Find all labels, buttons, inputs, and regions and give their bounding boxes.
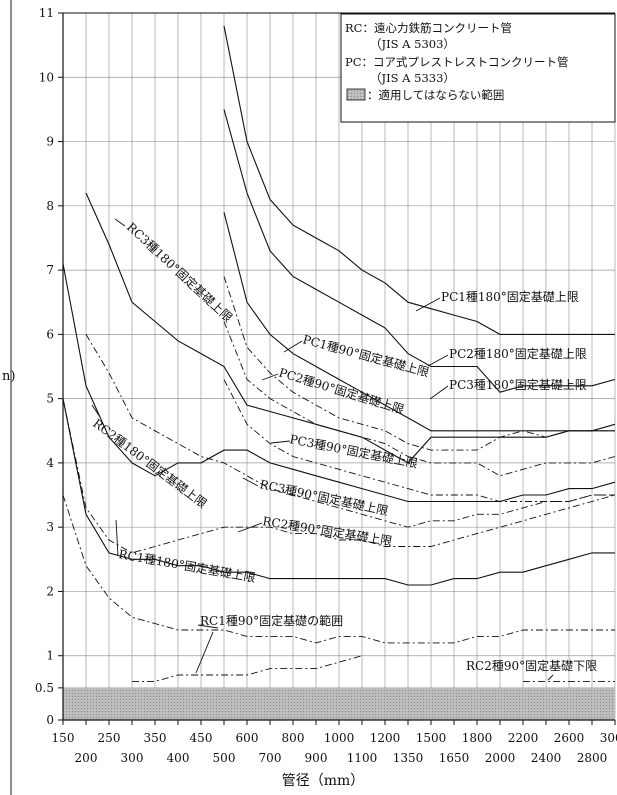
- leader-pc1-90: [283, 340, 303, 353]
- x-tick-label-top: 2600: [554, 731, 585, 745]
- x-tick-label-top: 350: [144, 731, 167, 745]
- x-tick-label-top: 3000: [600, 731, 617, 745]
- series-line-2: [62, 398, 616, 554]
- x-tick-label-bottom: 200: [75, 751, 98, 765]
- leader-pc2-180: [427, 354, 449, 367]
- x-tick-label-bottom: 300: [121, 751, 144, 765]
- not-applicable-band: [63, 687, 615, 720]
- x-tick-label-bottom: 2000: [485, 751, 516, 765]
- x-tick-label-bottom: 2400: [531, 751, 562, 765]
- y-tick-label: 0.5: [35, 681, 54, 695]
- leader-rc2-90: [237, 522, 263, 533]
- x-tick-label-bottom: 1350: [393, 751, 424, 765]
- leader-rc1-180: [115, 519, 119, 557]
- leader-pc3-180: [429, 385, 449, 400]
- y-tick-labels: 0 0.5 1 2 3 4 5 6 7 8 9 10 11: [35, 6, 63, 727]
- x-tick-labels: 150 250 350 450 600 800 1000 1200 1500 1800 2200 26…: [52, 720, 617, 765]
- y-tick-label: 4: [46, 456, 54, 470]
- legend-rc-line1: RC：遠心力鉄筋コンクリート管: [345, 21, 512, 35]
- label-rc2-90-lower: RC2種90°固定基礎下限: [466, 658, 597, 673]
- series-line-11: [223, 212, 616, 432]
- y-tick-label: 2: [46, 584, 54, 598]
- annotations: RC3種180°固定基礎上限 RC2種180°固定基礎上限 RC1種180°固定…: [90, 219, 597, 673]
- leader-rc1-90-a: [197, 624, 219, 629]
- leader-pc3-90: [270, 440, 291, 444]
- y-tick-label: 8: [46, 199, 54, 213]
- legend: RC：遠心力鉄筋コンクリート管 （JIS A 5303） PC：コア式プレストレ…: [340, 13, 616, 123]
- label-pc3-180: PC3種180°固定基礎上限: [449, 377, 587, 392]
- x-tick-label-top: 800: [282, 731, 305, 745]
- series-line-5: [62, 398, 615, 586]
- leader-rc3-180: [114, 218, 126, 227]
- y-tick-label: 0: [46, 713, 54, 727]
- series-line-13: [223, 321, 616, 477]
- y-tick-label: 1: [46, 649, 54, 663]
- x-tick-label-bottom: 700: [259, 751, 282, 765]
- series-group: [62, 25, 616, 682]
- x-tick-label-top: 600: [236, 731, 259, 745]
- x-tick-label-top: 250: [98, 731, 121, 745]
- legend-shade-label: ：適用してはならない範囲: [367, 88, 504, 102]
- label-pc2-90: PC2種90°固定基礎上限: [277, 365, 406, 417]
- series-line-1: [62, 263, 616, 503]
- y-tick-label: 9: [46, 135, 54, 149]
- y-tick-label: 10: [39, 70, 54, 84]
- x-tick-label-bottom: 500: [213, 751, 236, 765]
- x-tick-label-top: 1800: [462, 731, 493, 745]
- series-line-7: [132, 655, 363, 682]
- series-line-4: [85, 334, 615, 528]
- y-axis-label-fragment: n): [2, 369, 15, 384]
- label-rc1-90: RC1種90°固定基礎の範囲: [200, 613, 343, 628]
- series-line-6: [62, 494, 615, 644]
- x-tick-label-top: 1000: [324, 731, 355, 745]
- x-tick-label-top: 1500: [416, 731, 447, 745]
- label-pc2-180: PC2種180°固定基礎上限: [449, 346, 587, 361]
- legend-shade-swatch: [346, 88, 366, 101]
- leader-rc3-90: [242, 477, 259, 487]
- label-rc2-90: RC2種90°固定基礎上限: [262, 513, 394, 548]
- series-line-9: [223, 25, 615, 335]
- x-tick-label-top: 450: [190, 731, 213, 745]
- series-line-10: [223, 109, 616, 393]
- legend-rc-line2: （JIS A 5303）: [370, 37, 455, 51]
- leader-rc1-90-b: [195, 631, 214, 674]
- x-tick-label-top: 2200: [508, 731, 539, 745]
- x-axis-label: 管径（mm）: [282, 773, 365, 789]
- legend-pc-line1: PC：コア式プレストレストコンクリート管: [345, 55, 569, 69]
- label-pc3-90: PC3種90°固定基礎上限: [288, 431, 419, 471]
- x-tick-label-bottom: 2800: [577, 751, 608, 765]
- x-tick-label-top: 150: [52, 731, 75, 745]
- label-rc1-180: RC1種180°固定基礎上限: [117, 546, 256, 585]
- legend-box: [340, 13, 616, 123]
- legend-pc-line2: （JIS A 5333）: [370, 71, 455, 85]
- series-line-3: [85, 192, 615, 464]
- y-tick-label: 3: [46, 520, 54, 534]
- leader-pc2-90: [261, 373, 279, 381]
- x-tick-label-bottom: 1650: [439, 751, 470, 765]
- y-tick-label: 5: [46, 392, 54, 406]
- y-tick-label: 6: [46, 327, 54, 341]
- y-tick-label: 11: [39, 6, 54, 20]
- y-tick-label: 7: [46, 263, 54, 277]
- leader-pc1-180: [415, 297, 441, 312]
- leader-lines: [91, 218, 554, 681]
- leader-rc2-90-lower: [547, 674, 554, 681]
- x-tick-label-top: 1200: [370, 731, 401, 745]
- label-rc3-90: RC3種90°固定基礎上限: [258, 476, 389, 518]
- x-tick-label-bottom: 900: [305, 751, 328, 765]
- x-tick-label-bottom: 1100: [347, 751, 378, 765]
- leader-rc2-180: [91, 404, 101, 418]
- x-tick-label-bottom: 400: [167, 751, 190, 765]
- label-pc1-180: PC1種180°固定基礎上限: [441, 289, 579, 304]
